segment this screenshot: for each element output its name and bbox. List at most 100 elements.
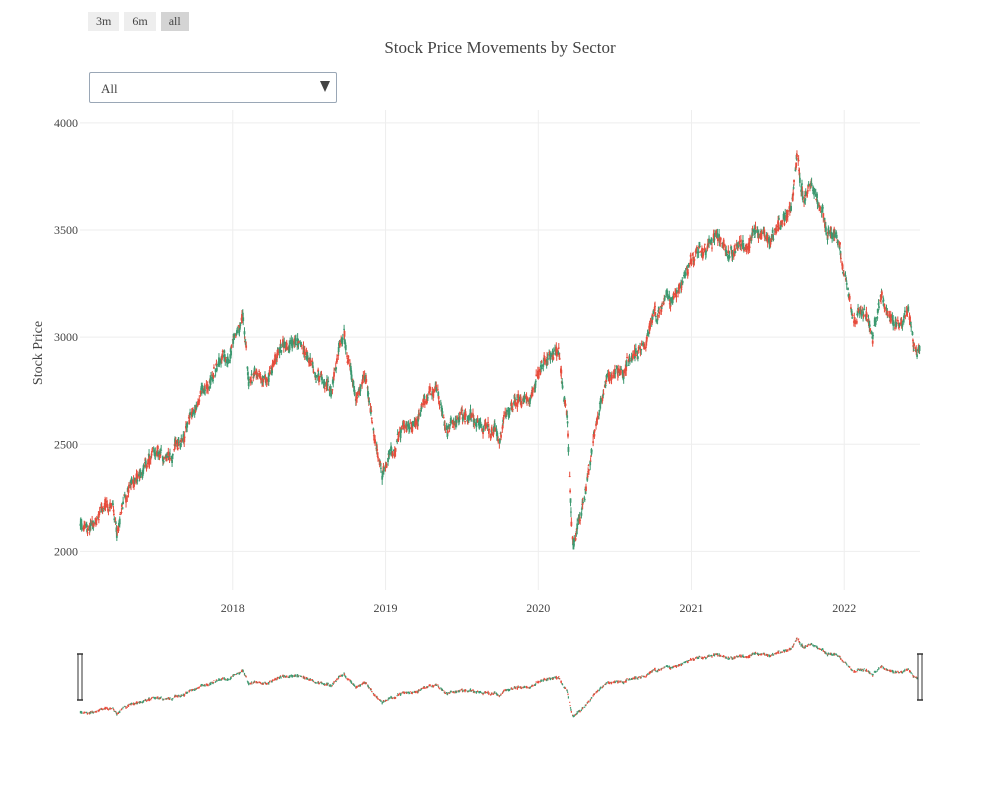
candlestick: [868, 321, 871, 333]
candlestick: [754, 227, 756, 237]
candlestick: [875, 316, 877, 324]
candlestick: [92, 522, 95, 528]
candlestick: [195, 406, 197, 413]
candlestick: [395, 440, 398, 443]
candlestick: [414, 419, 417, 429]
candlestick: [806, 190, 809, 198]
candlestick: [790, 202, 792, 212]
candlestick: [650, 315, 653, 327]
range-button-6m[interactable]: 6m: [124, 12, 156, 31]
candlestick: [845, 276, 848, 282]
range-slider-left-handle[interactable]: [77, 653, 83, 701]
candlestick: [490, 426, 493, 436]
candlestick: [176, 439, 179, 448]
candlestick: [538, 366, 541, 373]
candlestick: [94, 517, 97, 523]
candlestick: [248, 376, 250, 387]
candlestick: [599, 405, 602, 411]
candlestick: [364, 376, 367, 385]
candlestick: [523, 391, 526, 403]
candlestick: [295, 334, 297, 346]
candlestick: [611, 376, 614, 379]
candlestick: [618, 370, 621, 376]
candlestick: [235, 333, 238, 338]
candlestick: [287, 347, 290, 353]
candlestick: [525, 395, 528, 404]
candlestick: [683, 270, 686, 278]
candlestick: [438, 403, 441, 410]
candlestick: [98, 511, 101, 518]
range-slider: [77, 637, 923, 718]
candlestick: [575, 532, 577, 536]
y-tick-label: 4000: [54, 116, 78, 130]
candlestick: [662, 300, 665, 306]
candlestick: [352, 379, 355, 388]
candlestick: [113, 509, 115, 517]
candlestick: [871, 339, 874, 347]
candlestick: [812, 190, 815, 196]
candlestick: [83, 524, 86, 530]
candlestick: [882, 295, 885, 306]
candlestick: [818, 205, 821, 208]
candlestick: [462, 414, 464, 423]
candlestick: [654, 311, 657, 316]
candlestick: [695, 246, 698, 250]
range-slider-right-handle[interactable]: [917, 653, 923, 701]
range-button-all[interactable]: all: [160, 12, 189, 31]
candlestick: [745, 243, 748, 252]
candlestick: [510, 401, 512, 410]
candlestick: [585, 483, 587, 492]
candlestick: [377, 452, 379, 462]
candlestick: [285, 347, 287, 350]
candlestick: [220, 353, 223, 364]
candlestick: [836, 239, 839, 246]
candlestick: [816, 199, 819, 210]
candlestick: [434, 383, 437, 389]
candlestick: [231, 338, 234, 346]
candlestick: [350, 367, 353, 380]
candlestick: [227, 359, 230, 364]
candlestick: [865, 313, 868, 321]
candlestick: [762, 226, 765, 236]
candlestick: [789, 202, 792, 213]
candlestick: [558, 353, 561, 360]
candlestick: [686, 264, 689, 276]
candlestick: [457, 417, 460, 423]
candlestick: [601, 395, 604, 404]
candlestick: [372, 427, 375, 434]
candlestick: [631, 354, 634, 360]
candlestick: [423, 393, 426, 400]
candlestick: [528, 397, 530, 407]
candlestick: [869, 328, 872, 335]
candlestick: [493, 420, 496, 430]
candlestick: [760, 230, 763, 240]
candlestick: [364, 375, 366, 384]
candlestick: [693, 256, 695, 265]
candlestick: [314, 372, 317, 378]
candlestick: [501, 422, 504, 430]
candlestick: [612, 369, 615, 379]
candlestick: [293, 335, 296, 340]
candlestick: [850, 309, 853, 317]
candlestick: [417, 410, 420, 418]
candlestick: [221, 349, 224, 357]
candlestick: [300, 341, 303, 347]
candlestick: [918, 348, 921, 354]
candlestick: [812, 186, 815, 192]
candlestick: [791, 193, 794, 202]
candlestick: [490, 434, 492, 440]
candlestick: [323, 382, 325, 388]
y-tick-label: 3000: [54, 330, 78, 344]
candlestick: [124, 494, 127, 499]
sector-dropdown[interactable]: All: [89, 72, 337, 103]
candlestick: [97, 511, 100, 519]
candlestick: [777, 215, 780, 230]
candlestick: [863, 304, 866, 311]
candlestick: [355, 392, 358, 406]
candlestick: [711, 242, 713, 252]
candlestick: [494, 427, 497, 432]
candlestick: [595, 421, 597, 430]
candlestick: [400, 427, 402, 436]
range-button-3m[interactable]: 3m: [88, 12, 120, 31]
candlestick: [772, 235, 775, 242]
